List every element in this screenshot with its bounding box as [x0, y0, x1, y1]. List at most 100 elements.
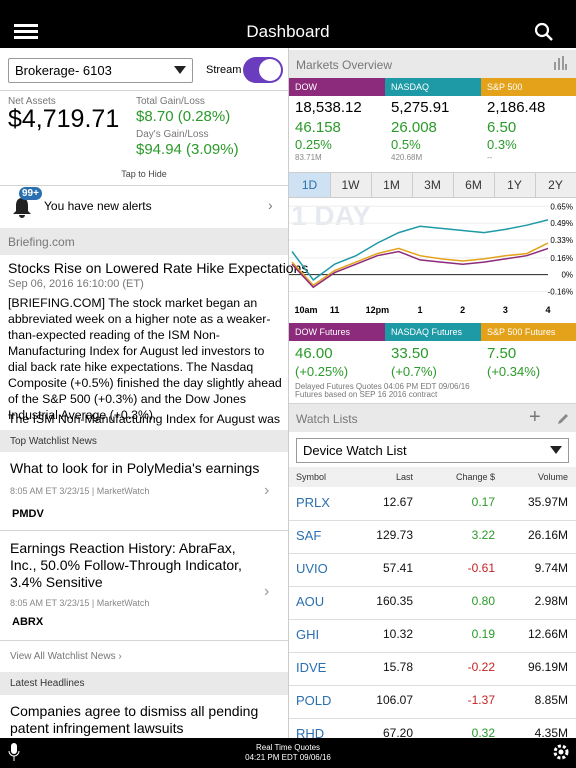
index-header [289, 78, 385, 96]
settings-button[interactable] [552, 743, 570, 761]
column-header: Last [395, 472, 413, 482]
cell: 106.07 [376, 693, 413, 707]
date: Sep 06, 2016 16:10:00 (ET) [8, 278, 144, 290]
column-header: Volume [537, 472, 568, 482]
column-header: Change $ [455, 472, 495, 482]
search-button[interactable] [534, 22, 554, 42]
cell: 160.35 [376, 594, 413, 608]
index-volume: 420.68M [391, 153, 423, 162]
section-title: Briefing.com [8, 235, 75, 249]
range-button[interactable]: 1M [371, 173, 413, 197]
cell: 4.35M [534, 726, 568, 740]
index-name: NASDAQ [391, 82, 430, 92]
menu-button[interactable] [14, 24, 40, 40]
x-tick-label: 3 [503, 305, 508, 315]
x-tick-label: 1 [417, 305, 422, 315]
y-tick-label: 0.65% [550, 202, 573, 211]
index-volume: -- [487, 153, 493, 162]
index-header [385, 78, 481, 96]
x-tick-label: 11 [330, 305, 340, 315]
bell-icon [13, 198, 31, 218]
series-line [291, 242, 549, 287]
view-all-link[interactable]: View All Watchlist News › [10, 651, 122, 662]
headline[interactable]: What to look for in PolyMedia's earnings [10, 460, 260, 476]
cell: 129.73 [376, 528, 413, 542]
futures-name: DOW Futures [295, 327, 351, 337]
total-gain: $8.70 (0.28%) [136, 108, 231, 125]
range-button[interactable]: 3M [412, 173, 454, 197]
symbol[interactable]: IDVE [296, 660, 327, 675]
symbol[interactable]: PRLX [296, 495, 330, 510]
watermark: 1 DAY [291, 200, 371, 231]
cell: 2.98M [534, 594, 568, 608]
index-value: 18,538.12 [295, 99, 362, 116]
range-button[interactable]: 1Y [494, 173, 536, 197]
edit-button[interactable] [556, 412, 570, 426]
symbol[interactable]: UVIO [296, 561, 328, 576]
link-text: View All Watchlist News [10, 651, 116, 662]
row-divider [289, 685, 576, 686]
chevron: › [264, 583, 270, 600]
futures-pct: (+0.25%) [295, 364, 349, 379]
x-tick-label: 12pm [366, 305, 390, 315]
y-tick-label: 0.33% [550, 236, 573, 245]
cell: -0.22 [467, 660, 495, 674]
range-button[interactable]: 2Y [535, 173, 576, 197]
headline[interactable]: Companies agree to dismiss all pending p… [10, 703, 259, 736]
label: Total Gain/Loss [136, 96, 205, 107]
top-bar [0, 0, 576, 48]
footer-line: 04:21 PM EDT 09/06/16 [245, 753, 331, 762]
index-change: 46.158 [295, 119, 341, 136]
meta: 8:05 AM ET 3/23/15 | MarketWatch [10, 598, 150, 608]
index-name: DOW [295, 82, 317, 92]
range-bar [289, 172, 576, 198]
alert-text[interactable]: You have new alerts [44, 199, 152, 213]
title: Dashboard [246, 22, 330, 41]
index-value: 2,186.48 [487, 99, 546, 116]
symbol[interactable]: SAF [296, 528, 322, 543]
y-tick-label: -0.16% [548, 288, 573, 297]
divider [288, 48, 289, 738]
series-line [291, 219, 549, 281]
divider [0, 530, 288, 531]
meta: 8:05 AM ET 3/23/15 | MarketWatch [10, 486, 150, 496]
label: Day's Gain/Loss [136, 129, 209, 140]
section-title: Watch Lists [296, 412, 358, 426]
row-divider [289, 619, 576, 620]
futures-name: S&P 500 Futures [487, 327, 556, 337]
cell: 0.80 [471, 594, 495, 608]
symbol: ABRX [12, 616, 44, 628]
futures-pct: (+0.34%) [487, 364, 541, 379]
label: Net Assets [8, 96, 56, 107]
row-divider [289, 718, 576, 719]
account-select[interactable] [8, 58, 193, 83]
section-title: Top Watchlist News [10, 436, 97, 447]
stream-toggle[interactable] [243, 57, 283, 83]
tap-to-hide[interactable]: Tap to Hide [121, 169, 167, 179]
alert-badge: 99+ [19, 187, 42, 200]
headline[interactable]: Stocks Rise on Lowered Rate Hike Expecta… [8, 260, 309, 276]
futures-change: 7.50 [487, 345, 517, 362]
section-title: Markets Overview [296, 58, 393, 72]
cell: 0.17 [471, 495, 495, 509]
watchlist-select[interactable] [296, 438, 569, 463]
row-divider [289, 652, 576, 653]
footer-line: Real Time Quotes [255, 743, 321, 752]
add-button[interactable]: + [529, 406, 541, 428]
range-button[interactable]: 1D [289, 173, 331, 197]
symbol[interactable]: GHI [296, 627, 320, 642]
cell: 12.67 [382, 495, 413, 509]
range-button[interactable]: 1W [330, 173, 372, 197]
x-tick-label: 4 [545, 305, 550, 315]
chart-icon[interactable] [553, 56, 567, 70]
range-button[interactable]: 6M [453, 173, 495, 197]
mic-button[interactable] [8, 743, 20, 763]
index-value: 5,275.91 [391, 99, 450, 116]
x-tick-label: 10am [294, 305, 317, 315]
symbol[interactable]: AOU [296, 594, 325, 609]
account-name: Brokerage- 6103 [15, 63, 112, 78]
symbol[interactable]: POLD [296, 693, 332, 708]
symbol[interactable]: RHD [296, 726, 325, 741]
headline[interactable]: Earnings Reaction History: AbraFax, Inc.… [10, 540, 242, 590]
